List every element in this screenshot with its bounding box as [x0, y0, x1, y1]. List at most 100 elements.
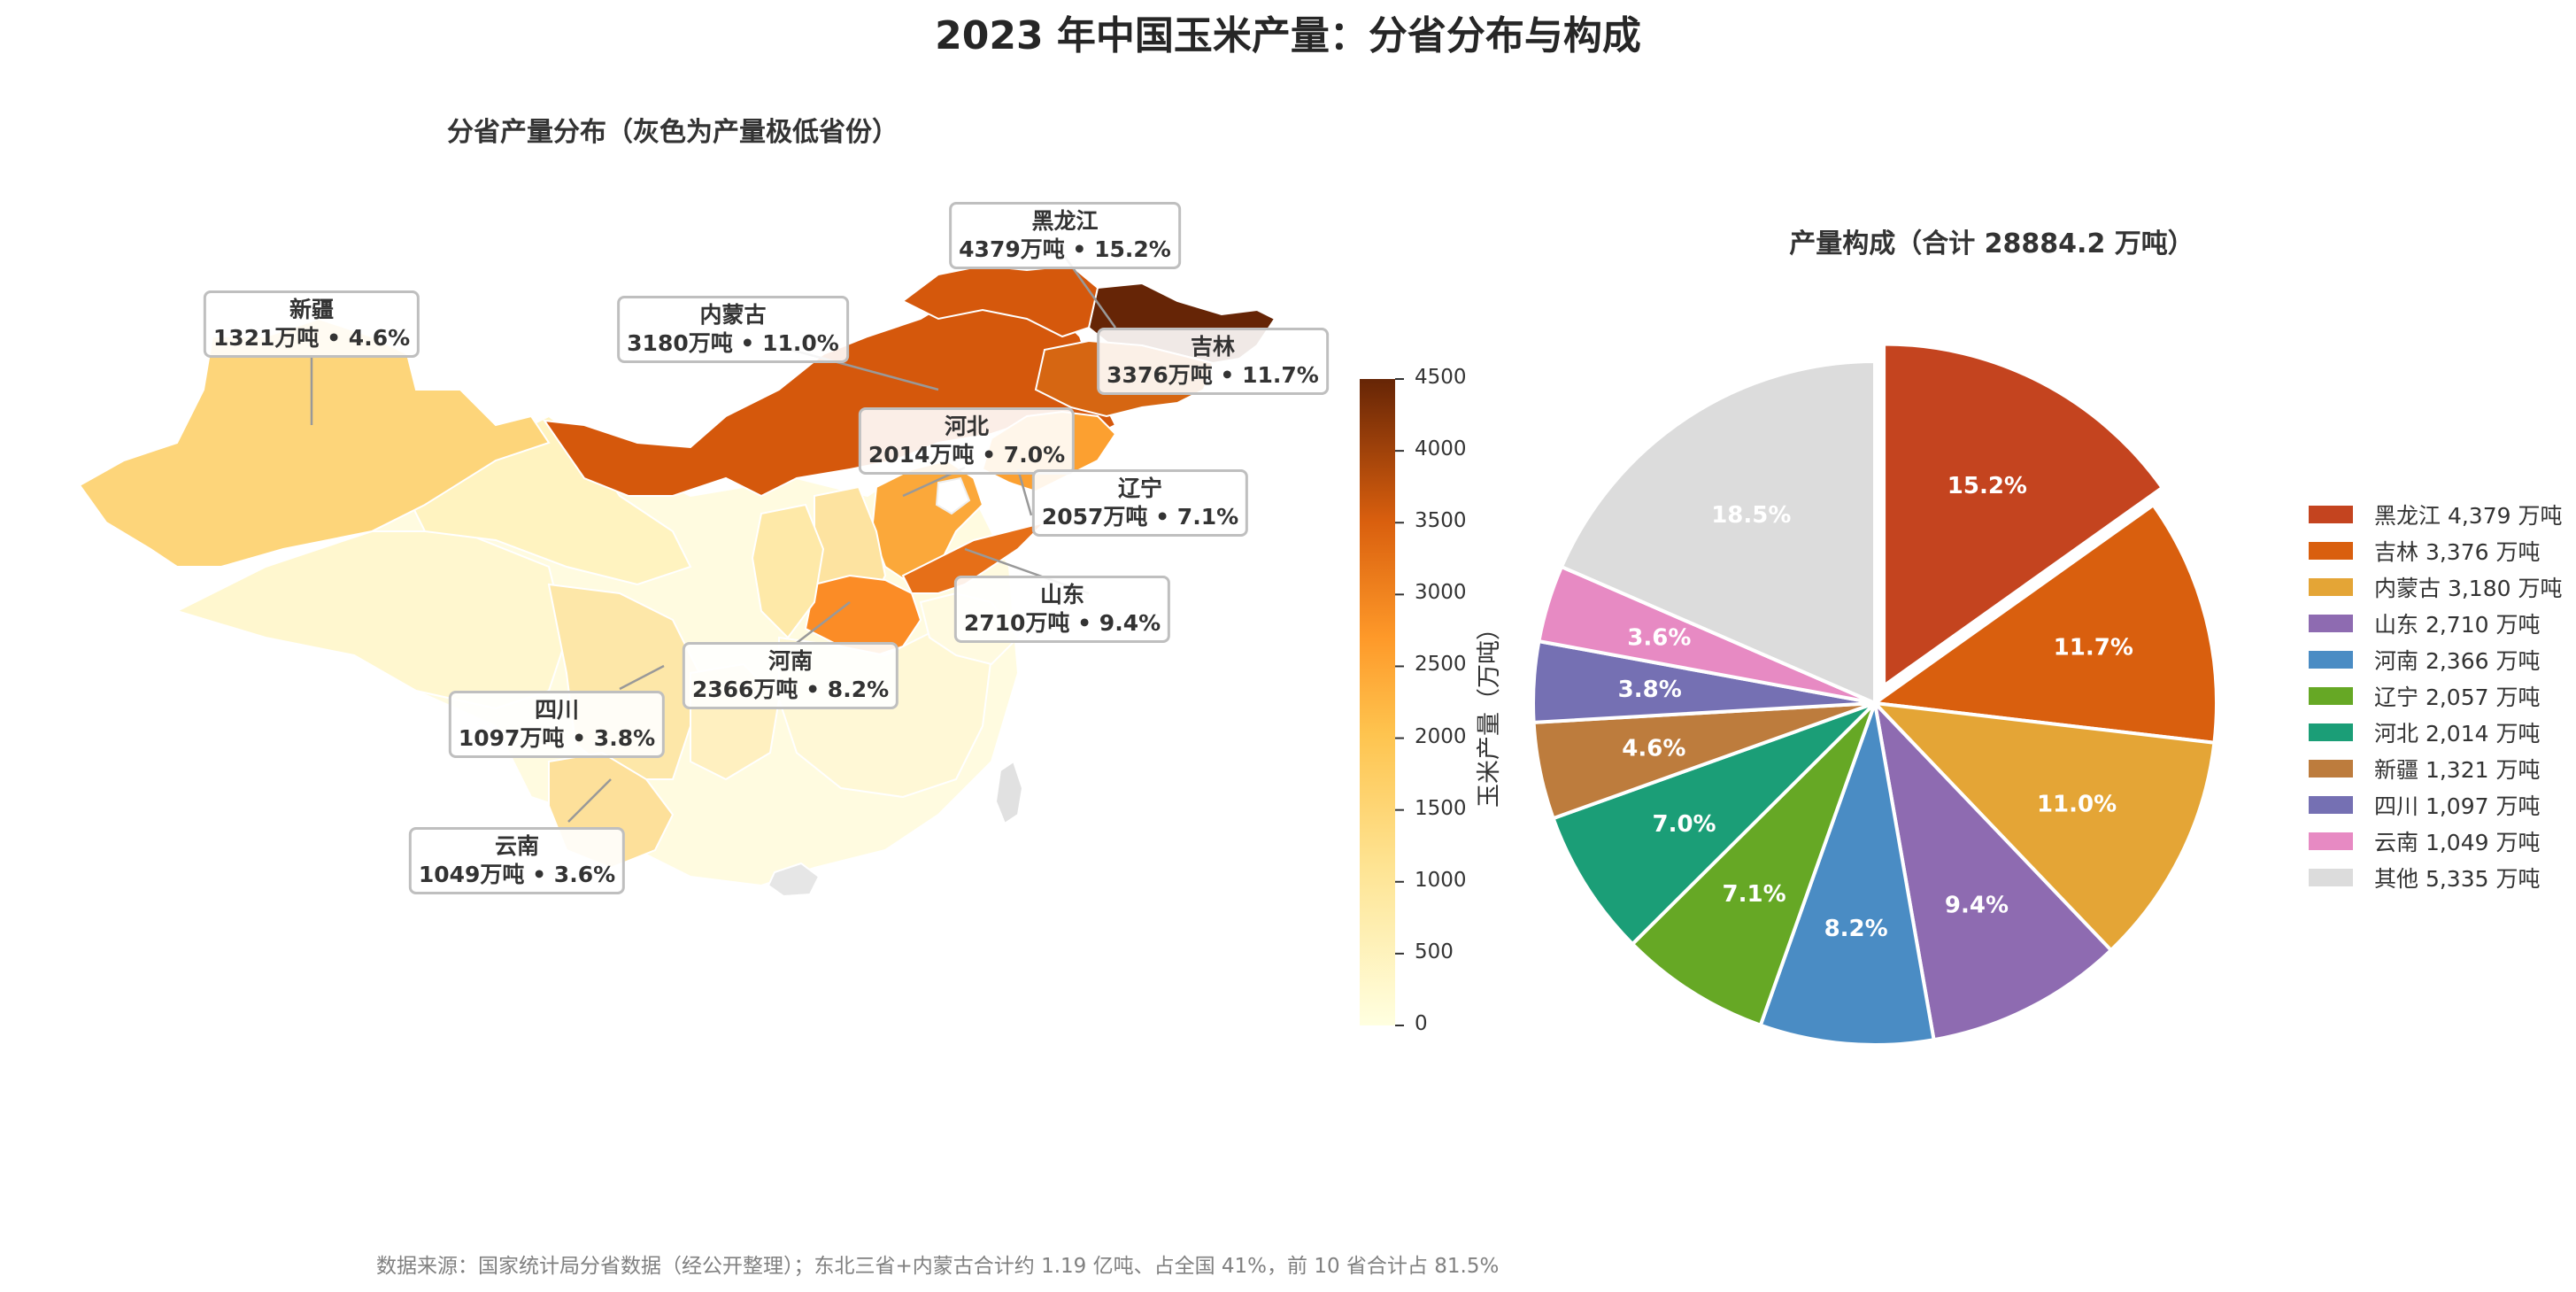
- legend-swatch: [2309, 577, 2353, 596]
- region-tibet: [174, 530, 568, 710]
- legend-item: 河南 2,366 万吨: [2309, 641, 2562, 677]
- callout-value: 4379万吨 • 15.2%: [959, 236, 1171, 262]
- region-shandong: [901, 521, 1048, 594]
- colorbar-tick-label: 3000: [1415, 581, 1467, 605]
- pie-slice-label: 15.2%: [1947, 473, 2027, 499]
- callout-value: 1097万吨 • 3.8%: [458, 725, 656, 751]
- callout-shandong: 山东 2710万吨 • 9.4%: [953, 576, 1171, 643]
- legend-label: 辽宁 2,057 万吨: [2374, 684, 2541, 710]
- callout-province: 河北: [944, 414, 989, 439]
- callout-value: 2710万吨 • 9.4%: [963, 610, 1161, 636]
- legend-item: 黑龙江 4,379 万吨: [2309, 496, 2562, 532]
- colorbar-tick-label: 4500: [1415, 366, 1467, 389]
- legend-swatch: [2309, 650, 2353, 669]
- colorbar-tick-label: 2000: [1415, 724, 1467, 748]
- callout-province: 山东: [1039, 582, 1084, 607]
- pie-slice-label: 11.0%: [2037, 792, 2117, 818]
- legend-swatch: [2309, 723, 2353, 741]
- callout-inner-mongolia: 内蒙古 3180万吨 • 11.0%: [617, 296, 849, 363]
- colorbar-tick-label: 4000: [1415, 437, 1467, 461]
- callout-province: 吉林: [1190, 334, 1236, 360]
- pie-slice-2: [1870, 700, 2217, 953]
- callout-liaoning: 辽宁 2057万吨 • 7.1%: [1031, 469, 1249, 537]
- callout-yunnan: 云南 1049万吨 • 3.6%: [408, 827, 626, 894]
- callout-value: 2057万吨 • 7.1%: [1041, 504, 1239, 530]
- colorbar-ticks: [1395, 378, 1404, 1026]
- pie-slice-label: 7.1%: [1723, 881, 1786, 908]
- callout-province: 辽宁: [1117, 476, 1162, 501]
- legend-swatch: [2309, 614, 2353, 632]
- legend-swatch: [2309, 686, 2353, 705]
- pie-slice-label: 4.6%: [1622, 736, 1685, 762]
- colorbar-tick-label: 1000: [1415, 868, 1467, 892]
- callout-value: 3376万吨 • 11.7%: [1107, 362, 1319, 388]
- pie-slice-label: 11.7%: [2054, 635, 2133, 661]
- map-subtitle: 分省产量分布（灰色为产量极低省份）: [447, 117, 899, 148]
- legend-item: 云南 1,049 万吨: [2309, 823, 2562, 859]
- legend-item: 山东 2,710 万吨: [2309, 605, 2562, 641]
- callout-province: 云南: [494, 833, 539, 859]
- legend-item: 河北 2,014 万吨: [2309, 714, 2562, 750]
- pie-slice-1: [1870, 502, 2218, 745]
- colorbar-tick-label: 0: [1415, 1012, 1428, 1035]
- callout-value: 2366万吨 • 8.2%: [691, 677, 890, 702]
- pie-slice-label: 7.0%: [1653, 811, 1716, 838]
- colorbar: [1360, 379, 1395, 1025]
- callout-sichuan: 四川 1097万吨 • 3.8%: [448, 691, 666, 758]
- pie-slice-5: [1630, 701, 1877, 1028]
- callout-hebei: 河北 2014万吨 • 7.0%: [858, 407, 1076, 475]
- pie-slice-label: 18.5%: [1711, 502, 1791, 529]
- callout-province: 河南: [767, 648, 813, 674]
- callout-value: 1321万吨 • 4.6%: [212, 325, 411, 351]
- legend-swatch: [2309, 795, 2353, 814]
- legend-item: 吉林 3,376 万吨: [2309, 532, 2562, 569]
- callout-xinjiang: 新疆 1321万吨 • 4.6%: [203, 290, 420, 358]
- legend-swatch: [2309, 868, 2353, 886]
- callout-henan: 河南 2366万吨 • 8.2%: [682, 642, 899, 709]
- pie-slice-label: 3.8%: [1618, 677, 1682, 703]
- legend-label: 云南 1,049 万吨: [2374, 829, 2541, 855]
- region-hainan: [767, 862, 821, 898]
- legend-item: 其他 5,335 万吨: [2309, 859, 2562, 895]
- pie-slice-4: [1758, 696, 1936, 1047]
- pie-slice-0: [1882, 342, 2165, 690]
- pie-slice-label: 9.4%: [1945, 892, 2009, 918]
- callout-province: 新疆: [289, 297, 334, 322]
- legend-label: 吉林 3,376 万吨: [2374, 538, 2541, 565]
- callout-jilin: 吉林 3376万吨 • 11.7%: [1097, 328, 1329, 395]
- legend-label: 新疆 1,321 万吨: [2374, 756, 2541, 783]
- colorbar-tick-label: 1500: [1415, 796, 1467, 820]
- legend-item: 四川 1,097 万吨: [2309, 786, 2562, 823]
- callout-province: 黑龙江: [1031, 208, 1099, 234]
- pie-slice-6: [1551, 701, 1877, 947]
- region-taiwan: [994, 760, 1024, 825]
- region-henan: [804, 574, 922, 657]
- callout-value: 3180万吨 • 11.0%: [627, 330, 839, 356]
- legend-swatch: [2309, 832, 2353, 850]
- legend-item: 内蒙古 3,180 万吨: [2309, 569, 2562, 605]
- pie-slice-label: 8.2%: [1824, 916, 1888, 942]
- legend-item: 新疆 1,321 万吨: [2309, 750, 2562, 786]
- region-beijing-tianjin: [935, 476, 971, 515]
- legend-label: 河南 2,366 万吨: [2374, 647, 2541, 674]
- pie-slice-label: 3.6%: [1627, 625, 1691, 652]
- legend-label: 内蒙古 3,180 万吨: [2374, 575, 2563, 601]
- pie-slice-10: [1559, 359, 1877, 707]
- pie-chart: 15.2% 11.7% 11.0% 9.4% 8.2% 7.1% 7.0% 4.6% 3.8% 3…: [1533, 342, 2218, 1047]
- legend-label: 四川 1,097 万吨: [2374, 793, 2541, 819]
- chart-title: 2023 年中国玉米产量：分省分布与构成: [935, 13, 1641, 58]
- callout-value: 2014万吨 • 7.0%: [868, 442, 1066, 468]
- legend-swatch: [2309, 541, 2353, 560]
- legend-label: 黑龙江 4,379 万吨: [2374, 502, 2563, 529]
- callout-heilongjiang: 黑龙江 4379万吨 • 15.2%: [949, 202, 1181, 269]
- legend-swatch: [2309, 505, 2353, 523]
- legend-label: 山东 2,710 万吨: [2374, 611, 2541, 638]
- colorbar-tick-label: 500: [1415, 940, 1454, 963]
- footer-note: 数据来源：国家统计局分省数据（经公开整理）；东北三省+内蒙古合计约 1.19 亿…: [376, 1255, 1500, 1278]
- region-shaanxi: [751, 503, 825, 639]
- legend-label: 河北 2,014 万吨: [2374, 720, 2541, 747]
- colorbar-tick-label: 2500: [1415, 653, 1467, 677]
- colorbar-tick-label: 3500: [1415, 509, 1467, 533]
- legend-swatch: [2309, 759, 2353, 778]
- pie-legend: 黑龙江 4,379 万吨 吉林 3,376 万吨 内蒙古 3,180 万吨 山东 2,…: [2309, 496, 2562, 895]
